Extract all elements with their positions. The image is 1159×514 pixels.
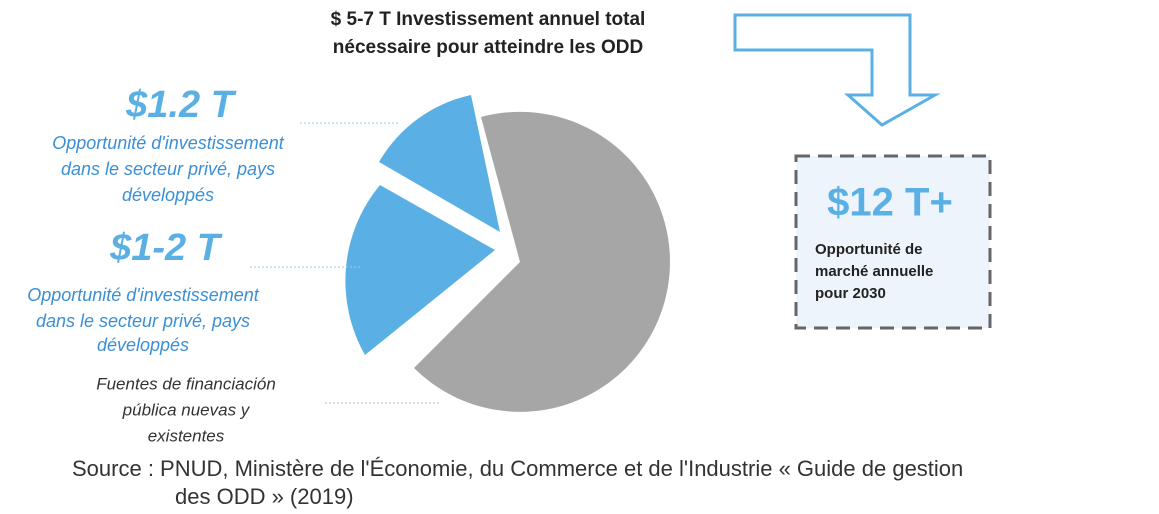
arrow bbox=[733, 13, 941, 127]
market-description: Opportunité de bbox=[815, 241, 923, 258]
market-description: pour 2030 bbox=[815, 285, 886, 302]
market-box bbox=[794, 154, 992, 330]
source: Source : PNUD, Ministère de l'Économie, … bbox=[72, 456, 963, 481]
pie-slice-public bbox=[414, 111, 670, 412]
description: Fuentes de financiación bbox=[96, 374, 276, 393]
description: Opportunité d'investissement bbox=[27, 285, 260, 305]
description: existentes bbox=[148, 426, 225, 445]
pie-slice-2 bbox=[345, 185, 495, 355]
amount: $1-2 T bbox=[109, 227, 223, 269]
pie-slice-1 bbox=[379, 95, 500, 232]
title: $ 5-7 T Investissement annuel total bbox=[331, 9, 646, 30]
market-description: marché annuelle bbox=[815, 263, 933, 280]
amount: $1.2 T bbox=[125, 84, 237, 126]
description: développés bbox=[122, 185, 214, 205]
market-amount: $12 T+ bbox=[827, 181, 953, 225]
description: dans le secteur privé, pays bbox=[36, 311, 250, 331]
title: nécessaire pour atteindre les ODD bbox=[333, 37, 643, 58]
source: des ODD » (2019) bbox=[175, 484, 354, 509]
description: Opportunité d'investissement bbox=[52, 133, 285, 153]
description: dans le secteur privé, pays bbox=[61, 159, 275, 179]
description: développés bbox=[97, 335, 189, 355]
description: pública nuevas y bbox=[122, 400, 251, 419]
